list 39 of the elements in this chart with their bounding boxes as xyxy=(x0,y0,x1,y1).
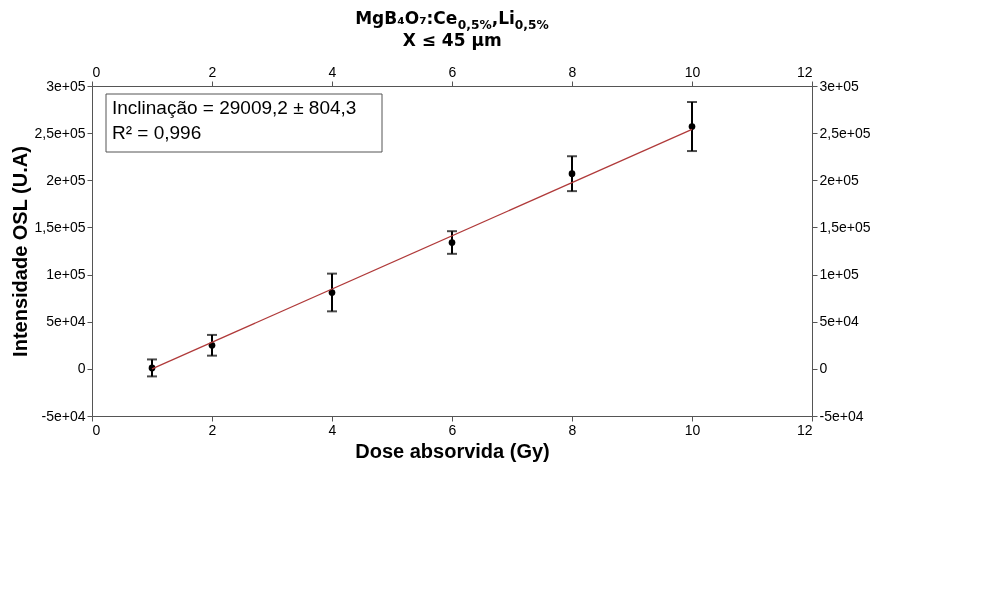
x2-tick-label: 12 xyxy=(796,63,813,80)
x2-tick-label: 4 xyxy=(328,63,337,80)
annotation: R² = 0,996 xyxy=(112,122,202,143)
y-tick-label: 2e+05 xyxy=(46,171,86,188)
y-tick-label: 2,5e+05 xyxy=(34,124,86,141)
point xyxy=(328,289,336,296)
y-tick-label: 5e+04 xyxy=(46,313,86,330)
x-tick-label: 10 xyxy=(684,421,701,438)
y2-tick-label: -5e+04 xyxy=(819,407,864,424)
y2-tick-label: 1,5e+05 xyxy=(819,218,871,235)
y-tick-label: 3e+05 xyxy=(46,77,86,94)
x-tick-label: 4 xyxy=(328,421,337,438)
x-tick-label: 0 xyxy=(92,421,101,438)
point xyxy=(448,239,456,246)
x2-tick-label: 2 xyxy=(208,63,217,80)
y2-tick-label: 2,5e+05 xyxy=(819,124,871,141)
point xyxy=(568,170,576,178)
x2-tick-label: 0 xyxy=(92,63,101,80)
x-tick-label: 8 xyxy=(568,421,577,438)
x2-tick-label: 8 xyxy=(568,63,577,80)
y-tick-label: 1,5e+05 xyxy=(34,218,86,235)
y-tick-label: 0 xyxy=(77,360,86,377)
x-tick-label: 2 xyxy=(208,421,217,438)
y2-tick-label: 0 xyxy=(819,360,828,377)
y-tick-label: -5e+04 xyxy=(41,407,86,424)
annotation: Inclinação = 29009,2 ± 804,3 xyxy=(112,97,357,118)
x2-tick-label: 6 xyxy=(448,63,457,80)
y-tick-label: 1e+05 xyxy=(46,266,86,283)
y2-tick-label: 1e+05 xyxy=(819,266,860,283)
x-axis-title: Dose absorvida (Gy) xyxy=(355,439,550,462)
x-tick-label: 12 xyxy=(796,421,813,438)
x-tick-label: 6 xyxy=(448,421,457,438)
point xyxy=(688,123,696,130)
x2-tick-label: 10 xyxy=(684,63,701,80)
chart-subtitle: X ≤ 45 µm xyxy=(402,30,502,50)
y2-tick-label: 2e+05 xyxy=(819,171,860,188)
y-axis-title: Intensidade OSL (U.A) xyxy=(8,146,31,357)
y2-tick-label: 3e+05 xyxy=(819,77,860,94)
y2-tick-label: 5e+04 xyxy=(819,313,860,330)
